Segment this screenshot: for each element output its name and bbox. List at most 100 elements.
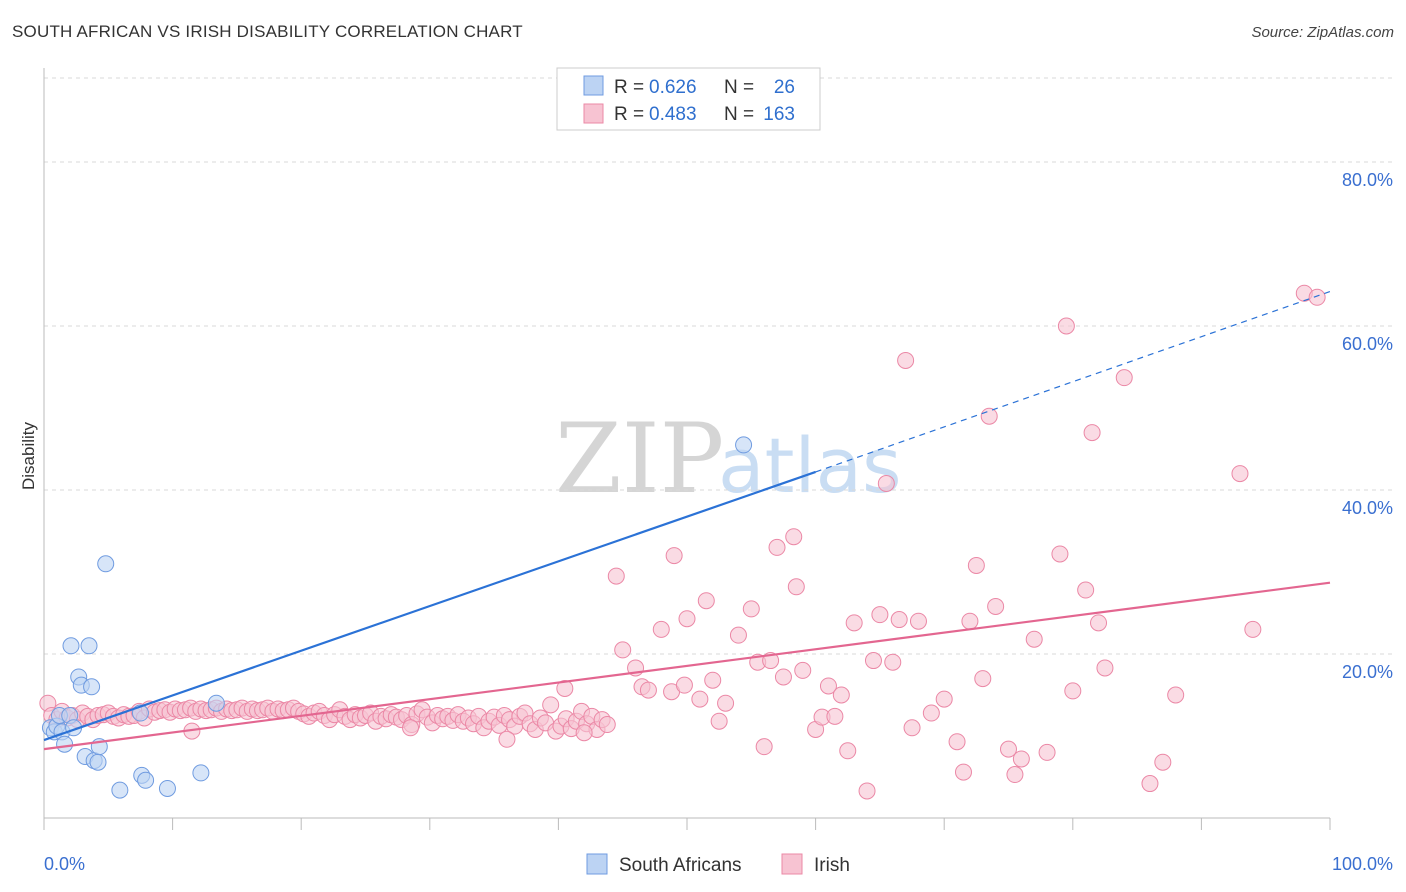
irish-point-181 bbox=[1231, 465, 1249, 483]
irish-point-127 bbox=[704, 671, 722, 689]
irish-points bbox=[39, 284, 1326, 800]
irish-point-124 bbox=[678, 610, 696, 628]
y-tick-labels: 20.0% 40.0% 60.0% 80.0% bbox=[1342, 170, 1393, 682]
y-tick-label-20: 20.0% bbox=[1342, 662, 1393, 682]
irish-point-182 bbox=[1244, 620, 1262, 638]
y-tick-label-80: 80.0% bbox=[1342, 170, 1393, 190]
irish-point-175 bbox=[1090, 614, 1108, 632]
irish-point-98 bbox=[542, 696, 560, 714]
south-africans-trend-line bbox=[43, 470, 816, 742]
irish-point-174 bbox=[1083, 424, 1101, 442]
irish-point-126 bbox=[697, 592, 715, 610]
legend-swatch-irish bbox=[781, 853, 803, 875]
stats-n-label-2: N = bbox=[724, 104, 754, 125]
irish-point-169 bbox=[1038, 743, 1056, 761]
irish-point-158 bbox=[948, 733, 966, 751]
irish-point-165 bbox=[1000, 740, 1017, 758]
source-label: Source: ZipAtlas.com bbox=[1251, 24, 1394, 41]
south-africans-point-13 bbox=[83, 678, 101, 696]
irish-point-159 bbox=[954, 763, 972, 781]
y-tick-label-60: 60.0% bbox=[1342, 334, 1393, 354]
legend-label-south-africans: South Africans bbox=[619, 855, 742, 876]
south-africans-point-22 bbox=[192, 764, 210, 782]
irish-point-146 bbox=[845, 614, 863, 632]
legend: South Africans Irish bbox=[586, 853, 850, 876]
x-tick-labels: 0.0% 100.0% bbox=[44, 854, 1393, 874]
irish-point-109 bbox=[598, 716, 616, 734]
irish-point-129 bbox=[717, 694, 735, 712]
irish-point-154 bbox=[903, 719, 921, 737]
irish-point-111 bbox=[402, 719, 420, 737]
irish-point-151 bbox=[884, 653, 902, 671]
south-africans-point-18 bbox=[111, 781, 129, 799]
irish-point-119 bbox=[639, 681, 657, 699]
stats-r-value-2: 0.483 bbox=[649, 104, 697, 125]
irish-point-163 bbox=[980, 407, 998, 425]
irish-point-168 bbox=[1025, 630, 1043, 648]
irish-point-133 bbox=[755, 738, 773, 756]
irish-point-137 bbox=[785, 528, 803, 546]
irish-point-112 bbox=[498, 730, 516, 748]
irish-point-178 bbox=[1141, 775, 1159, 793]
south-africans-point-23 bbox=[207, 694, 225, 712]
south-africans-point-7 bbox=[62, 637, 80, 655]
x-ticks bbox=[43, 818, 1331, 830]
legend-swatch-south-africans bbox=[586, 853, 608, 875]
south-africans-points bbox=[41, 436, 753, 799]
irish-point-147 bbox=[858, 782, 876, 800]
south-africans-point-25 bbox=[735, 436, 753, 454]
irish-point-176 bbox=[1096, 659, 1114, 677]
stats-n-label-1: N = bbox=[724, 77, 754, 98]
irish-point-150 bbox=[877, 474, 895, 492]
chart-title: SOUTH AFRICAN VS IRISH DISABILITY CORREL… bbox=[12, 22, 523, 41]
irish-point-164 bbox=[987, 597, 1005, 615]
irish-point-149 bbox=[871, 606, 889, 624]
south-africans-point-15 bbox=[89, 753, 107, 771]
stats-r-value-1: 0.626 bbox=[649, 77, 697, 98]
y-axis-label: Disability bbox=[19, 421, 38, 490]
irish-point-153 bbox=[897, 351, 915, 369]
irish-point-160 bbox=[961, 612, 979, 630]
irish-point-143 bbox=[826, 707, 844, 725]
irish-point-144 bbox=[832, 686, 850, 704]
irish-point-125 bbox=[691, 690, 709, 708]
irish-point-136 bbox=[774, 668, 792, 686]
irish-point-135 bbox=[768, 538, 786, 556]
stats-n-value-2: 163 bbox=[763, 104, 795, 125]
stats-n-value-1: 26 bbox=[774, 77, 795, 98]
irish-point-145 bbox=[839, 742, 857, 760]
stats-r-label-1: R = bbox=[614, 77, 644, 98]
south-africans-point-5 bbox=[56, 735, 74, 753]
irish-point-171 bbox=[1057, 317, 1075, 335]
south-africans-trend-extension bbox=[815, 290, 1331, 473]
irish-point-184 bbox=[1308, 288, 1326, 306]
irish-point-179 bbox=[1154, 753, 1172, 771]
irish-point-180 bbox=[1167, 686, 1185, 704]
gridlines bbox=[44, 77, 1393, 655]
irish-point-157 bbox=[935, 690, 953, 708]
irish-point-170 bbox=[1051, 545, 1069, 563]
trend-lines bbox=[43, 290, 1331, 751]
irish-point-161 bbox=[967, 556, 985, 574]
irish-point-130 bbox=[729, 626, 747, 644]
irish-point-162 bbox=[974, 670, 992, 688]
south-africans-point-20 bbox=[137, 771, 155, 789]
irish-point-123 bbox=[675, 676, 693, 694]
irish-point-167 bbox=[1012, 750, 1030, 768]
south-africans-point-12 bbox=[80, 637, 98, 655]
irish-trend-line bbox=[43, 581, 1331, 751]
irish-point-142 bbox=[819, 677, 837, 695]
y-tick-label-40: 40.0% bbox=[1342, 498, 1393, 518]
irish-point-138 bbox=[787, 578, 805, 596]
irish-point-155 bbox=[909, 612, 927, 630]
irish-point-113 bbox=[575, 724, 593, 742]
irish-point-131 bbox=[742, 600, 760, 618]
stats-swatch-irish bbox=[583, 103, 604, 124]
irish-point-172 bbox=[1064, 682, 1082, 700]
watermark-zip: ZIP bbox=[555, 403, 724, 515]
irish-point-156 bbox=[922, 704, 940, 722]
irish-point-173 bbox=[1077, 581, 1095, 599]
irish-point-139 bbox=[794, 661, 812, 679]
irish-point-166 bbox=[1006, 766, 1024, 784]
